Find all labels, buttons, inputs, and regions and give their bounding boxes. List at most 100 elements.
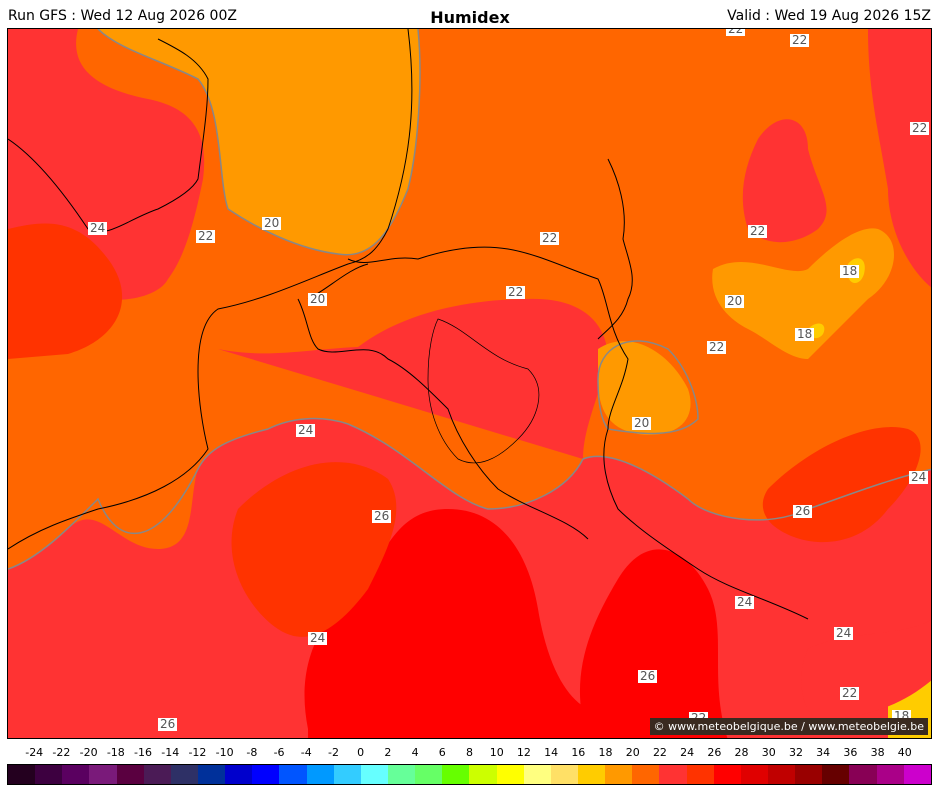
scale-swatch	[795, 765, 823, 784]
contour-label: 20	[308, 292, 328, 306]
region-26-southeast	[579, 549, 728, 738]
region-22-southeast	[801, 619, 931, 719]
scale-tick-label: 28	[734, 746, 749, 759]
scale-swatch	[713, 765, 741, 784]
contour-label: 24	[909, 470, 929, 484]
scale-swatch	[469, 765, 497, 784]
scale-tick-label: -18	[106, 746, 125, 759]
scale-swatch	[523, 765, 551, 784]
scale-tick-label: 32	[788, 746, 803, 759]
region-22-northeast	[742, 119, 827, 243]
scale-swatch	[279, 765, 307, 784]
scale-tick-label: -4	[300, 746, 312, 759]
contour-label: 26	[158, 717, 178, 731]
map-fill-layer	[8, 29, 931, 738]
region-20-north	[98, 29, 420, 255]
contour-label: 22	[707, 340, 727, 354]
contour-label: 22	[196, 229, 216, 243]
contour-label: 22	[910, 121, 930, 135]
scale-tick-label: -14	[161, 746, 180, 759]
scale-swatch	[116, 765, 144, 784]
region-26-center-south	[231, 462, 397, 637]
contour-label: 22	[506, 285, 526, 299]
scale-tick-label: -20	[79, 746, 98, 759]
region-26-west	[8, 223, 123, 359]
scale-swatch	[659, 765, 687, 784]
contour-label: 26	[793, 504, 813, 518]
scale-swatch	[360, 765, 388, 784]
scale-tick-label: -2	[327, 746, 339, 759]
region-22-east-edge	[868, 29, 931, 288]
scale-swatch	[306, 765, 334, 784]
contour-label: 20	[632, 416, 652, 430]
scale-tick-label: -6	[273, 746, 285, 759]
scale-tick-label: -8	[246, 746, 258, 759]
scale-swatch	[550, 765, 578, 784]
scale-swatch	[143, 765, 171, 784]
contour-label: 26	[638, 669, 658, 683]
scale-tick-label: 12	[516, 746, 531, 759]
scale-tick-label: 22	[652, 746, 667, 759]
scale-swatch	[740, 765, 768, 784]
border-line-northeast	[597, 158, 633, 340]
scale-swatch	[577, 765, 606, 784]
contour-label: 24	[308, 631, 328, 645]
scale-tick-label: 10	[489, 746, 504, 759]
scale-swatch	[605, 765, 633, 784]
scale-tick-label: -16	[134, 746, 152, 759]
scale-swatch	[387, 765, 416, 784]
scale-swatch	[876, 765, 904, 784]
scale-swatch	[197, 765, 226, 784]
contour-label: 26	[372, 509, 392, 523]
scale-tick-label: 0	[357, 746, 365, 759]
contour-label: 22	[748, 224, 768, 238]
scale-swatch	[686, 765, 714, 784]
contour-label: 22	[726, 29, 746, 36]
scale-tick-label: -22	[52, 746, 71, 759]
scale-swatch	[496, 765, 524, 784]
scale-tick-label: -12	[188, 746, 207, 759]
scale-tick-label: 36	[843, 746, 858, 759]
scale-swatch	[333, 765, 361, 784]
contour-20-east	[597, 340, 699, 435]
region-20-east	[598, 341, 691, 435]
color-scale-bar	[7, 764, 932, 785]
scale-tick-label: 14	[544, 746, 559, 759]
scale-tick-label: 2	[384, 746, 392, 759]
scale-tick-label: 18	[598, 746, 613, 759]
scale-tick-label: 4	[411, 746, 419, 759]
scale-swatch	[849, 765, 877, 784]
scale-tick-label: 20	[625, 746, 640, 759]
contour-label: 22	[540, 231, 560, 245]
scale-swatch	[822, 765, 850, 784]
scale-swatch	[225, 765, 253, 784]
scale-tick-label: 6	[438, 746, 446, 759]
map-header: Run GFS : Wed 12 Aug 2026 00Z Humidex Va…	[0, 0, 940, 28]
contour-label: 24	[834, 626, 854, 640]
contour-label: 22	[840, 686, 860, 700]
contour-label: 18	[795, 327, 815, 341]
scale-swatch	[252, 765, 280, 784]
scale-tick-label: 16	[571, 746, 586, 759]
contour-label: 18	[840, 264, 860, 278]
contour-label: 20	[262, 216, 282, 230]
contour-label: 20	[725, 294, 745, 308]
humidex-map: 22 22 22 24 22 20 22 22 18 22 20 20 18 2…	[7, 28, 932, 739]
contour-24	[8, 417, 931, 570]
contour-label: 22	[790, 33, 810, 47]
scale-tick-label: 38	[870, 746, 885, 759]
scale-swatch	[35, 765, 63, 784]
scale-tick-label: -10	[215, 746, 234, 759]
scale-tick-label: 8	[466, 746, 473, 759]
scale-swatch	[903, 765, 931, 784]
credit-label: © www.meteobelgique.be / www.meteobelgie…	[649, 718, 928, 735]
scale-tick-label: 40	[897, 746, 912, 759]
coastline	[8, 29, 413, 550]
scale-tick-label: -24	[25, 746, 44, 759]
region-20-northeast	[712, 228, 895, 359]
scale-tick-label: 30	[761, 746, 776, 759]
scale-swatch	[8, 765, 36, 784]
scale-swatch	[89, 765, 117, 784]
valid-label: Valid : Wed 19 Aug 2026 15Z	[727, 8, 931, 24]
map-title: Humidex	[430, 8, 510, 27]
